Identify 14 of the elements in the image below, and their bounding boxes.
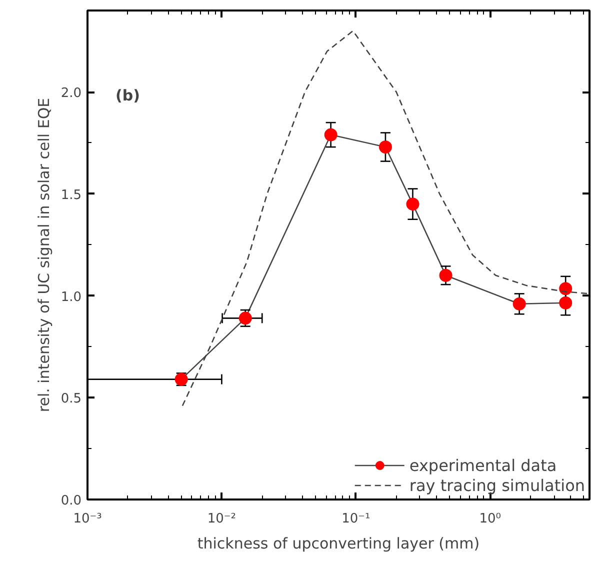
- y-axis-title: rel. intensity of UC signal in solar cell EQE: [34, 98, 53, 412]
- x-tick-label: 10⁻³: [73, 512, 102, 526]
- legend-label: ray tracing simulation: [409, 476, 585, 494]
- legend-label: experimental data: [409, 456, 557, 474]
- y-tick-label: 0.0: [60, 494, 82, 508]
- x-tick-label: 10⁻²: [207, 512, 236, 526]
- annotation: (b): [116, 86, 140, 104]
- y-tick-label: 1.5: [60, 188, 82, 203]
- x-tick-label: 10⁻¹: [342, 512, 370, 526]
- y-tick-label: 1.0: [60, 290, 82, 305]
- y-tick-label: 2.0: [60, 86, 82, 101]
- x-axis-title: thickness of upconverting layer (mm): [197, 534, 480, 552]
- x-tick-label: 10⁰: [479, 512, 502, 526]
- y-tick-label: 0.5: [60, 392, 82, 407]
